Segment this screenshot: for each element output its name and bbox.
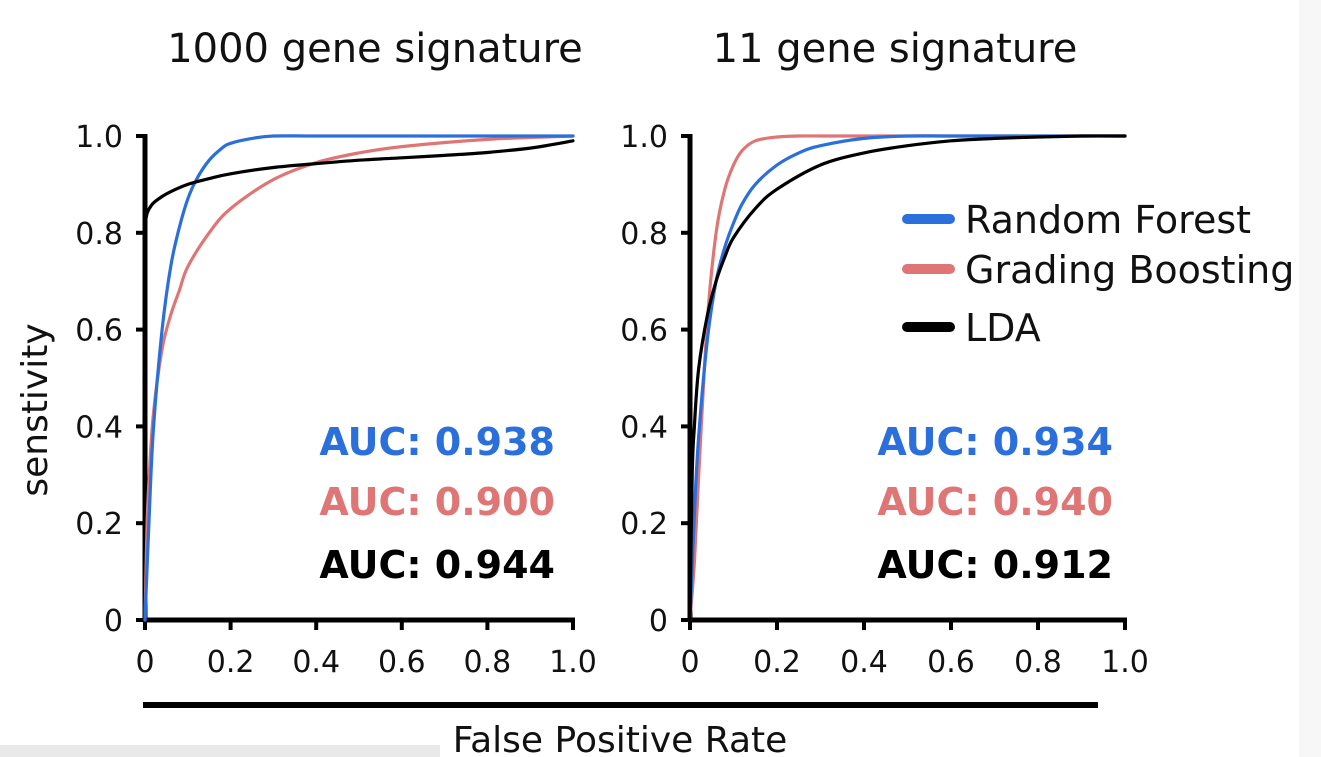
auc-label: AUC: 0.938 (319, 420, 555, 464)
x-tick-label: 0.2 (753, 645, 801, 680)
auc-label: AUC: 0.944 (319, 543, 555, 587)
y-tick-label: 0.6 (620, 314, 668, 349)
y-tick-label: 0.2 (75, 507, 123, 542)
chart-title: 11 gene signature (713, 26, 1078, 72)
x-tick-label: 0.2 (207, 645, 255, 680)
legend-label: Random Forest (965, 198, 1251, 242)
y-tick-label: 1.0 (75, 120, 123, 155)
x-axis-label: False Positive Rate (453, 720, 788, 757)
y-tick-label: 0.2 (620, 507, 668, 542)
x-tick-label: 0.8 (464, 645, 512, 680)
auc-label: AUC: 0.940 (877, 480, 1113, 524)
chart-panel-1: 1000 gene signature 0 0.2 0.4 0.6 0.8 1.0 0 0.2 0… (75, 26, 597, 680)
x-tick-label: 0.6 (927, 645, 975, 680)
panels: 1000 gene signature 0 0.2 0.4 0.6 0.8 1.0 0 0.2 0… (75, 26, 1149, 680)
y-tick-label: 0.4 (75, 410, 123, 445)
bottom-strip (0, 745, 440, 757)
legend-label: Grading Boosting (965, 248, 1294, 292)
x-tick-label: 1.0 (549, 645, 597, 680)
roc-curve-random-forest (688, 134, 1127, 622)
x-tick-label: 0 (135, 645, 154, 680)
x-tick-label: 0 (680, 645, 699, 680)
y-axis-label: senstivity (15, 323, 56, 496)
auc-label: AUC: 0.934 (877, 420, 1113, 464)
legend-label: LDA (965, 306, 1041, 350)
roc-curve-lda (688, 134, 1127, 622)
y-tick-label: 0.4 (620, 410, 668, 445)
roc-curve-lda (143, 139, 575, 225)
x-tick-label: 0.6 (378, 645, 426, 680)
y-tick-label: 1.0 (620, 120, 668, 155)
x-tick-label: 0.4 (840, 645, 888, 680)
chart-title: 1000 gene signature (167, 26, 583, 72)
legend: Random Forest Grading Boosting LDA (902, 198, 1294, 350)
y-tick-label: 0 (649, 604, 668, 639)
chart-panel-2: 11 gene signature 0 0.2 0.4 0.6 0.8 1.0 0 0.2 0.4… (620, 26, 1149, 680)
right-border (1299, 0, 1321, 757)
y-tick-label: 0.6 (75, 314, 123, 349)
auc-label: AUC: 0.900 (319, 480, 555, 524)
x-tick-label: 0.8 (1014, 645, 1062, 680)
roc-curve-random-forest (143, 134, 575, 622)
y-tick-label: 0.8 (620, 217, 668, 252)
y-tick-label: 0 (104, 604, 123, 639)
y-tick-label: 0.8 (75, 217, 123, 252)
x-tick-label: 0.4 (292, 645, 340, 680)
x-tick-label: 1.0 (1101, 645, 1149, 680)
auc-label: AUC: 0.912 (877, 543, 1113, 587)
